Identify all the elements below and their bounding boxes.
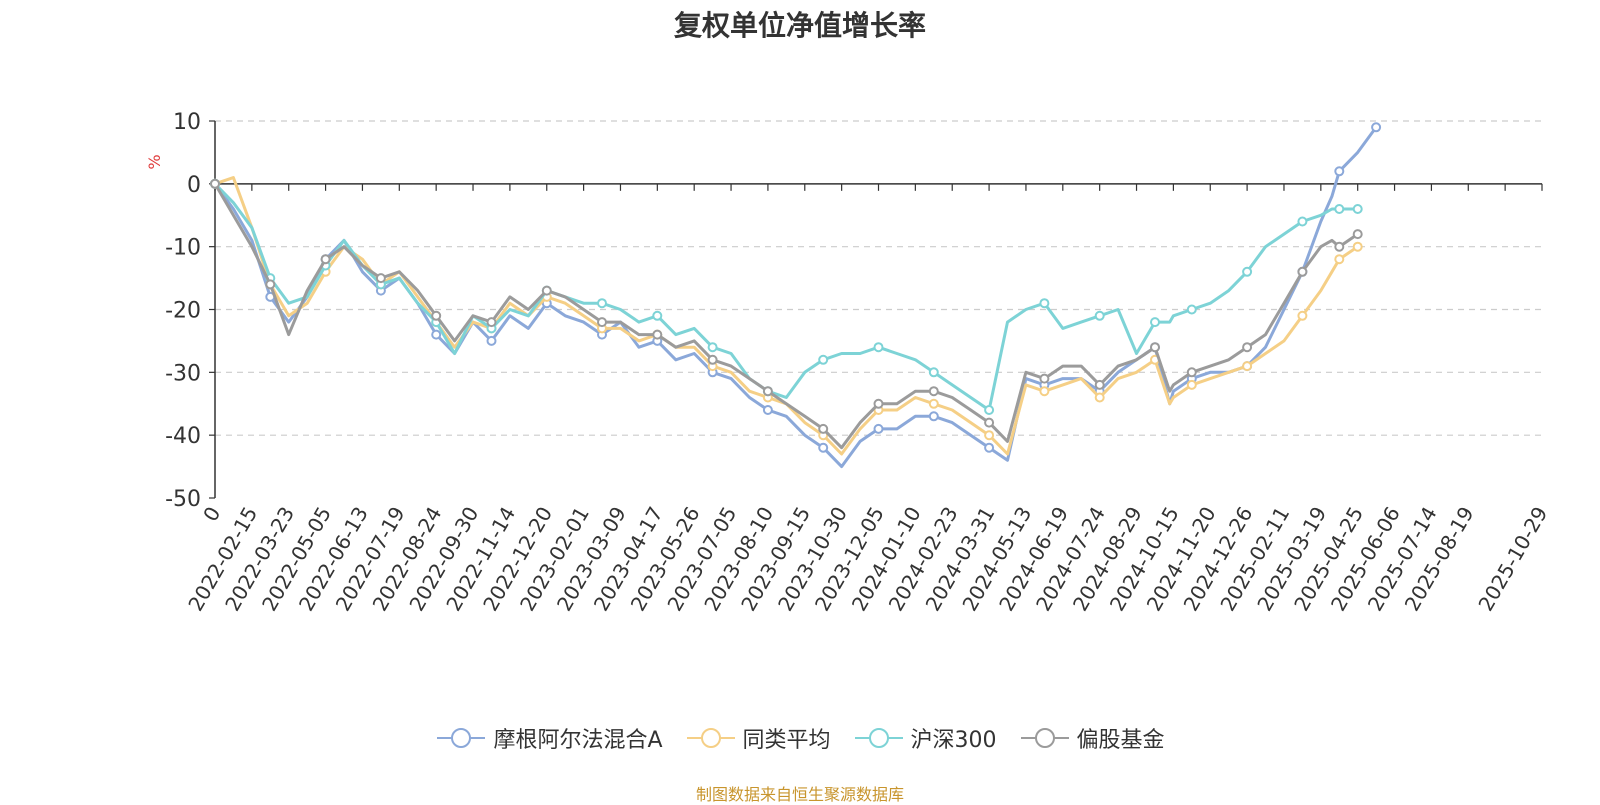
- line-chart: 100-10-20-30-40-50%02022-02-152022-03-23…: [145, 110, 1552, 616]
- y-tick-label: 10: [173, 110, 201, 135]
- series-point-0: [984, 442, 995, 453]
- series-point-3: [1334, 241, 1345, 252]
- series-point-1: [984, 430, 995, 441]
- series-point-2: [652, 310, 663, 321]
- series-point-3: [873, 398, 884, 409]
- series-point-1: [1334, 254, 1345, 265]
- series-point-3: [928, 386, 939, 397]
- legend-item-peer-average[interactable]: 同类平均: [685, 722, 831, 754]
- series-point-1: [1242, 361, 1253, 372]
- data-source-note: 制图数据来自恒生聚源数据库: [695, 785, 904, 804]
- series-point-3: [210, 178, 220, 189]
- series-point-3: [762, 386, 773, 397]
- chart-title: 复权单位净值增长率: [673, 9, 926, 42]
- series-point-0: [818, 442, 829, 453]
- legend-label-csi300: 沪深300: [910, 728, 997, 753]
- legend-marker-icon: [854, 728, 903, 748]
- series-point-3: [1186, 367, 1197, 378]
- series-point-2: [1039, 298, 1050, 309]
- series-point-3: [1352, 229, 1363, 240]
- legend-marker-icon: [1020, 728, 1069, 748]
- legend-item-csi300[interactable]: 沪深300: [853, 722, 997, 754]
- y-tick-label: -50: [165, 487, 201, 512]
- series-point-2: [1242, 266, 1253, 277]
- y-tick-label: -10: [165, 236, 201, 261]
- series-line-1: [213, 176, 1360, 456]
- series-point-2: [1352, 204, 1363, 214]
- legend-item-equity-fund[interactable]: 偏股基金: [1019, 722, 1165, 754]
- series-point-3: [652, 329, 663, 340]
- series-line-0: [213, 125, 1378, 469]
- y-tick-label: -40: [165, 424, 201, 449]
- series-point-3: [265, 279, 276, 290]
- series-point-3: [818, 423, 829, 434]
- legend-marker-icon: [686, 728, 735, 748]
- series-point-3: [1297, 266, 1308, 277]
- series-point-2: [1334, 204, 1345, 214]
- series-point-0: [1334, 166, 1345, 177]
- series-point-0: [486, 335, 497, 346]
- series-point-1: [1094, 392, 1105, 403]
- series-point-3: [375, 273, 386, 284]
- series-point-2: [818, 354, 829, 365]
- series-point-0: [762, 405, 773, 415]
- series-line-2: [213, 182, 1360, 412]
- series-point-1: [1297, 310, 1308, 321]
- series-point-3: [320, 254, 331, 265]
- series-point-2: [597, 298, 607, 309]
- y-tick-label: 0: [187, 173, 201, 198]
- series-point-1: [1186, 379, 1197, 390]
- series-point-0: [431, 329, 442, 340]
- legend-label-peer-average: 同类平均: [742, 728, 831, 753]
- series-point-2: [984, 405, 995, 415]
- series-point-2: [707, 342, 718, 353]
- series-point-3: [431, 310, 442, 321]
- series-point-3: [1150, 342, 1160, 353]
- x-tick-label: 2025-10-29: [1473, 503, 1552, 616]
- series-point-0: [1371, 122, 1382, 133]
- series-point-2: [1186, 304, 1197, 315]
- series-point-3: [541, 285, 552, 296]
- legend-label-fund: 摩根阿尔法混合A: [493, 728, 663, 753]
- legend-label-equity-fund: 偏股基金: [1076, 728, 1165, 753]
- series-point-2: [928, 367, 939, 378]
- series-point-3: [597, 317, 607, 328]
- series-point-3: [486, 317, 497, 328]
- chart-legend: 摩根阿尔法混合A 同类平均 沪深300 偏股基金: [0, 722, 1600, 754]
- y-tick-label: -30: [165, 361, 201, 386]
- x-tick-label: 0: [198, 503, 225, 526]
- series-point-2: [1094, 310, 1105, 321]
- series-point-0: [928, 411, 939, 422]
- series-point-2: [1297, 216, 1308, 227]
- series-point-1: [928, 398, 939, 409]
- series-line-3: [213, 182, 1360, 450]
- series-point-3: [1242, 342, 1253, 353]
- series-point-3: [707, 354, 718, 365]
- series-point-1: [1039, 386, 1050, 397]
- y-tick-label: -20: [165, 299, 201, 324]
- series-point-2: [1150, 317, 1160, 328]
- series-point-1: [1352, 241, 1363, 252]
- series-point-2: [873, 342, 884, 353]
- series-point-3: [1039, 373, 1050, 384]
- legend-marker-icon: [437, 728, 486, 748]
- series-point-0: [873, 423, 884, 434]
- series-point-3: [984, 417, 995, 428]
- series-point-3: [1094, 379, 1105, 390]
- legend-item-fund[interactable]: 摩根阿尔法混合A: [435, 722, 663, 754]
- y-axis-unit-label: %: [145, 154, 164, 169]
